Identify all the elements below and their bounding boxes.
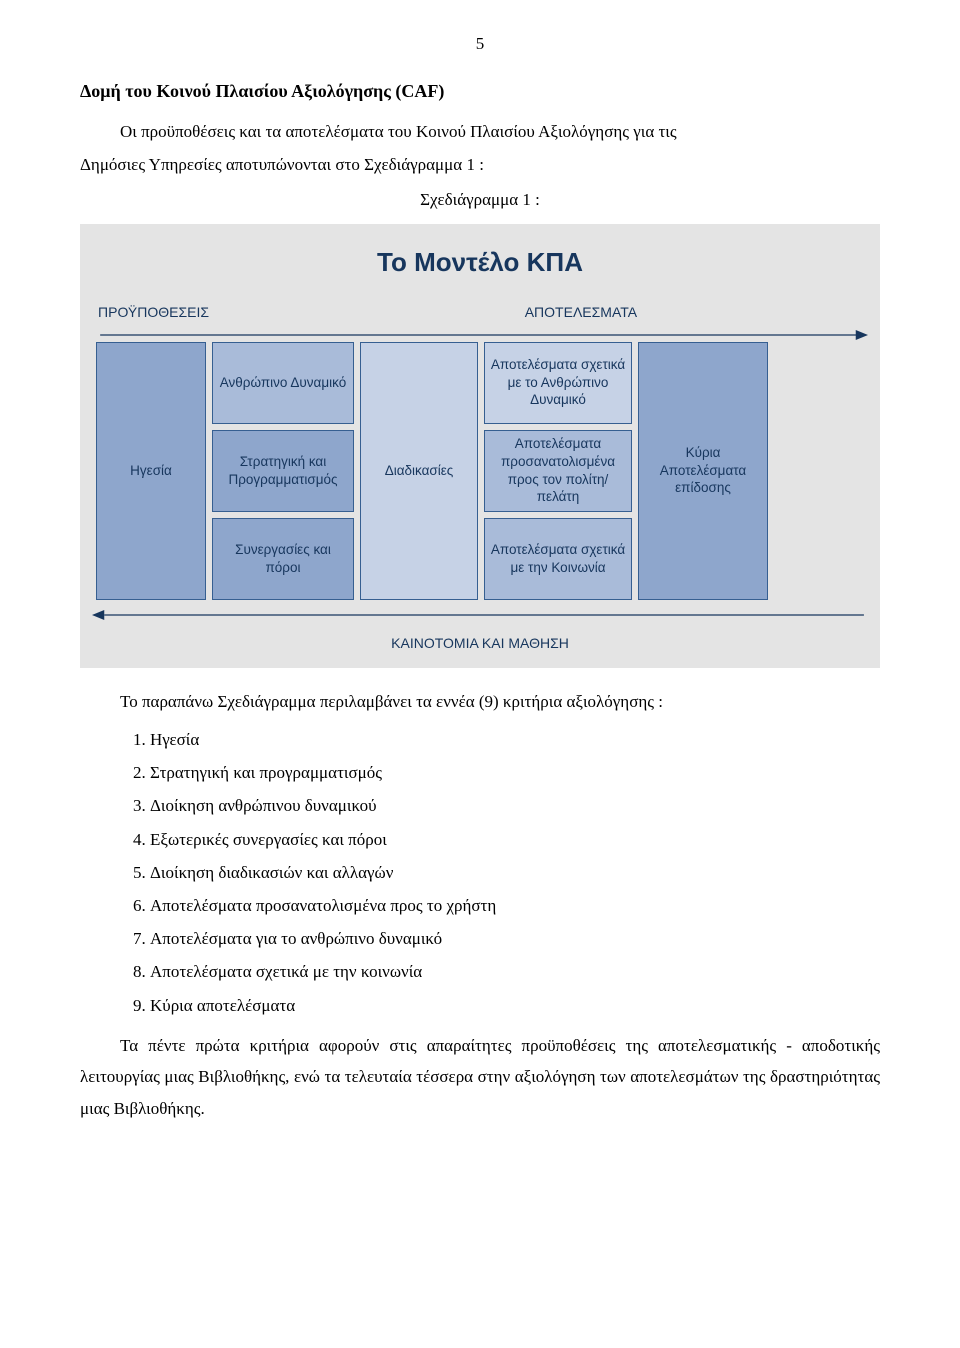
col-leadership: Ηγεσία [96, 342, 206, 600]
page-number: 5 [80, 30, 880, 57]
box-key-results: Κύρια Αποτελέσματα επίδοσης [638, 342, 768, 600]
diagram-caption: Σχεδιάγραμμα 1 : [80, 186, 880, 213]
list-item: Ηγεσία [150, 723, 880, 756]
caf-diagram: Το Μοντέλο ΚΠΑ ΠΡΟΫΠΟΘΕΣΕΙΣ ΑΠΟΤΕΛΕΣΜΑΤΑ… [80, 224, 880, 668]
intro-line-2: Δημόσιες Υπηρεσίες αποτυπώνονται στο Σχε… [80, 151, 880, 178]
diagram-top-labels: ΠΡΟΫΠΟΘΕΣΕΙΣ ΑΠΟΤΕΛΕΣΜΑΤΑ [92, 301, 868, 327]
arrow-bottom [92, 608, 868, 622]
label-enablers: ΠΡΟΫΠΟΘΕΣΕΙΣ [98, 301, 465, 323]
list-item: Διοίκηση διαδικασιών και αλλαγών [150, 856, 880, 889]
section-heading: Δομή του Κοινού Πλαισίου Αξιολόγησης (CA… [80, 77, 880, 106]
box-result-hr: Αποτελέσματα σχετικά με το Ανθρώπινο Δυν… [484, 342, 632, 424]
below-diagram-text: Το παραπάνω Σχεδιάγραμμα περιλαμβάνει τα… [80, 688, 880, 715]
intro-line-1: Οι προϋποθέσεις και τα αποτελέσματα του … [80, 118, 880, 145]
list-item: Αποτελέσματα για το ανθρώπινο δυναμικό [150, 922, 880, 955]
diagram-title: Το Μοντέλο ΚΠΑ [92, 242, 868, 284]
arrow-top [92, 328, 868, 342]
criteria-list: Ηγεσία Στρατηγική και προγραμματισμός Δι… [80, 723, 880, 1022]
label-innovation: ΚΑΙΝΟΤΟΜΙΑ ΚΑΙ ΜΑΘΗΣΗ [92, 632, 868, 654]
box-partnerships: Συνεργασίες και πόροι [212, 518, 354, 600]
box-strategy: Στρατηγική και Προγραμματισμός [212, 430, 354, 512]
list-item: Αποτελέσματα προσανατολισμένα προς το χρ… [150, 889, 880, 922]
list-item: Αποτελέσματα σχετικά με την κοινωνία [150, 955, 880, 988]
box-result-society: Αποτελέσματα σχετικά με την Κοινωνία [484, 518, 632, 600]
box-processes: Διαδικασίες [360, 342, 478, 600]
list-item: Κύρια αποτελέσματα [150, 989, 880, 1022]
label-results: ΑΠΟΤΕΛΕΣΜΑΤΑ [465, 301, 862, 323]
col-results-mid: Αποτελέσματα σχετικά με το Ανθρώπινο Δυν… [484, 342, 632, 600]
box-leadership: Ηγεσία [96, 342, 206, 600]
col-enablers-mid: Ανθρώπινο Δυναμικό Στρατηγική και Προγρα… [212, 342, 354, 600]
box-result-citizen: Αποτελέσματα προσανατολισμένα προς τον π… [484, 430, 632, 512]
closing-paragraph: Τα πέντε πρώτα κριτήρια αφορούν στις απα… [80, 1030, 880, 1124]
list-item: Εξωτερικές συνεργασίες και πόροι [150, 823, 880, 856]
box-hr: Ανθρώπινο Δυναμικό [212, 342, 354, 424]
list-item: Διοίκηση ανθρώπινου δυναμικού [150, 789, 880, 822]
col-key-results: Κύρια Αποτελέσματα επίδοσης [638, 342, 768, 600]
diagram-grid: Ηγεσία Ανθρώπινο Δυναμικό Στρατηγική και… [92, 342, 868, 600]
list-item: Στρατηγική και προγραμματισμός [150, 756, 880, 789]
col-processes: Διαδικασίες [360, 342, 478, 600]
